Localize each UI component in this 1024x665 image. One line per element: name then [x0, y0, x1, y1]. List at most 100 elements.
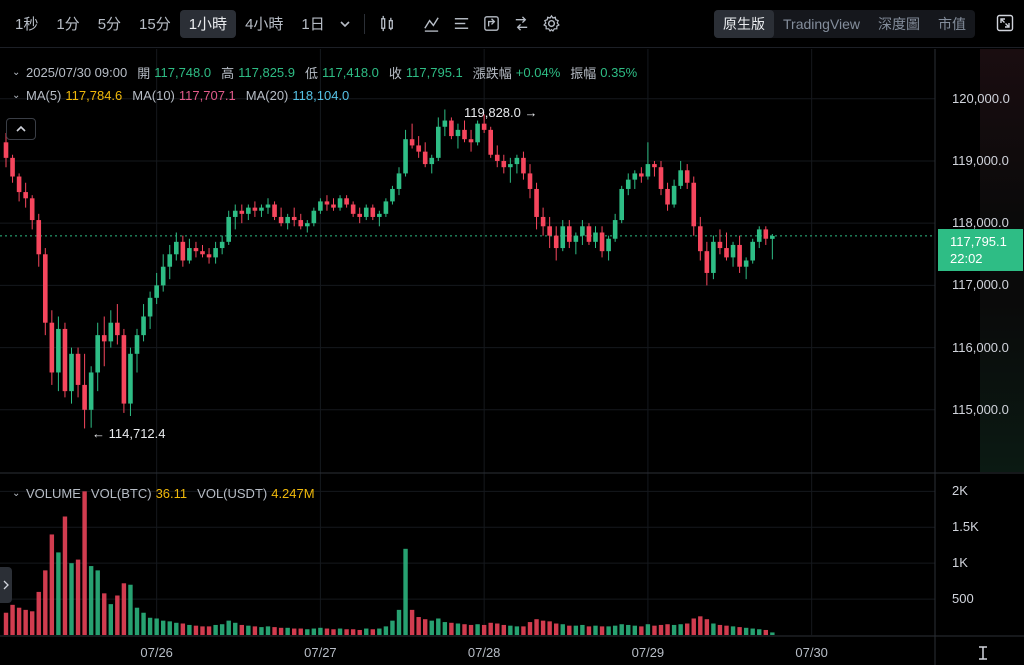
view-market-cap[interactable]: 市值	[938, 16, 967, 32]
volume-collapse-chevron-icon[interactable]: ⌄	[12, 488, 21, 499]
candle-body	[691, 182, 697, 227]
timeframe-4h[interactable]: 4小時	[245, 16, 284, 33]
candle-body	[416, 145, 421, 152]
indicator-icon[interactable]	[417, 10, 447, 38]
chart-area[interactable]: ⌄ 2025/07/30 09:00 開 117,748.0 高 117,825…	[0, 49, 1024, 665]
view-tradingview[interactable]: TradingView	[783, 16, 861, 32]
view-native[interactable]: 原生版	[714, 10, 774, 38]
volume-bar	[350, 629, 356, 635]
candle-body	[488, 129, 493, 155]
ma-collapse-chevron-icon[interactable]: ⌄	[12, 90, 21, 101]
volume-bar	[95, 570, 100, 635]
candle-body	[508, 164, 513, 168]
amplitude-label: 振幅	[570, 66, 597, 81]
time-tick-label: 07/27	[304, 645, 337, 660]
volume-bar	[141, 612, 146, 635]
volume-bar	[200, 626, 205, 635]
gear-icon[interactable]	[537, 10, 567, 38]
candlestick-chart[interactable]	[0, 49, 1024, 665]
volume-tick-label: 500	[952, 591, 974, 607]
candle-body	[521, 157, 526, 174]
volume-bar	[429, 620, 434, 635]
volume-bar	[377, 628, 382, 635]
volume-bar	[311, 628, 317, 635]
ohlc-date: 2025/07/30 09:00	[26, 65, 128, 80]
fullscreen-icon[interactable]	[994, 12, 1016, 34]
candle-body	[639, 173, 644, 177]
volume-bar	[252, 626, 258, 635]
volume-bar	[717, 624, 723, 635]
volume-bar	[652, 625, 657, 635]
share-icon[interactable]	[507, 10, 537, 38]
candle-body	[756, 229, 762, 242]
volume-bar	[167, 621, 172, 635]
volume-bar	[115, 595, 120, 635]
candle-body	[619, 188, 624, 221]
volume-bar	[573, 625, 579, 635]
volume-bar	[174, 622, 179, 635]
candle-body	[239, 210, 245, 214]
candle-body	[16, 176, 22, 193]
volume-bar	[154, 618, 159, 635]
timeframe-1m[interactable]: 1分	[56, 16, 80, 33]
volume-bar	[612, 625, 618, 635]
candle-body	[213, 248, 218, 258]
candle-body	[147, 297, 153, 317]
ma10-label: MA(10)	[132, 88, 175, 103]
volume-bar	[383, 626, 389, 635]
volume-bar	[757, 629, 762, 635]
candle-body	[115, 322, 120, 336]
volume-bar	[514, 626, 520, 635]
candle-body	[10, 157, 15, 177]
timeframe-1s[interactable]: 1秒	[15, 16, 39, 33]
volume-bar	[423, 619, 428, 635]
volume-bar	[508, 625, 513, 635]
timeframe-15m[interactable]: 15分	[139, 16, 171, 33]
candle-body	[23, 192, 28, 199]
collapse-legend-button[interactable]	[6, 118, 36, 140]
timeframe-1d[interactable]: 1日	[301, 16, 325, 33]
volume-bar	[455, 623, 461, 635]
timeframe-1h[interactable]: 1小時	[179, 9, 237, 38]
volume-bar	[69, 563, 74, 635]
volume-bar	[88, 566, 94, 635]
candle-countdown: 22:02	[950, 251, 983, 266]
candle-body	[180, 241, 186, 261]
arrow-left-icon: ←	[92, 426, 109, 441]
legend-collapse-chevron-icon[interactable]: ⌄	[12, 67, 21, 78]
high-marker: 119,828.0 →	[464, 105, 538, 120]
candle-body	[436, 126, 441, 158]
candle-body	[49, 322, 55, 373]
candle-body	[291, 216, 297, 221]
volume-bar	[233, 622, 238, 635]
volume-bar	[226, 620, 231, 635]
candle-body	[704, 251, 710, 273]
candle-body	[82, 384, 87, 410]
candle-body	[337, 198, 343, 208]
price-tick-label: 116,000.0	[952, 339, 1009, 355]
volume-bar	[481, 624, 487, 635]
text-cursor-icon[interactable]	[974, 644, 992, 662]
volume-bar	[521, 626, 526, 635]
candle-body	[534, 188, 539, 217]
close-label: 收	[388, 66, 402, 81]
timeframe-5m[interactable]: 5分	[97, 16, 122, 33]
volume-bar	[436, 618, 441, 635]
candle-settings-icon[interactable]	[373, 10, 403, 38]
candle-body	[599, 232, 605, 252]
ma5-label: MA(5)	[26, 88, 62, 103]
candle-body	[606, 238, 611, 252]
volume-bar	[704, 619, 710, 635]
view-depth[interactable]: 深度圖	[878, 16, 921, 32]
more-timeframes-chevron-down-icon[interactable]	[336, 10, 354, 38]
low-marker: ← 114,712.4	[92, 426, 166, 441]
drawing-icon[interactable]	[477, 10, 507, 38]
view-switch: 原生版 TradingView 深度圖 市值	[714, 10, 976, 38]
candle-body	[612, 220, 618, 239]
volume-bar	[82, 491, 87, 635]
toolbar-divider	[363, 13, 365, 34]
ma20-label: MA(20)	[245, 88, 289, 103]
volume-bar	[468, 624, 474, 635]
list-icon[interactable]	[447, 10, 477, 38]
side-panel-toggle[interactable]	[0, 567, 12, 603]
